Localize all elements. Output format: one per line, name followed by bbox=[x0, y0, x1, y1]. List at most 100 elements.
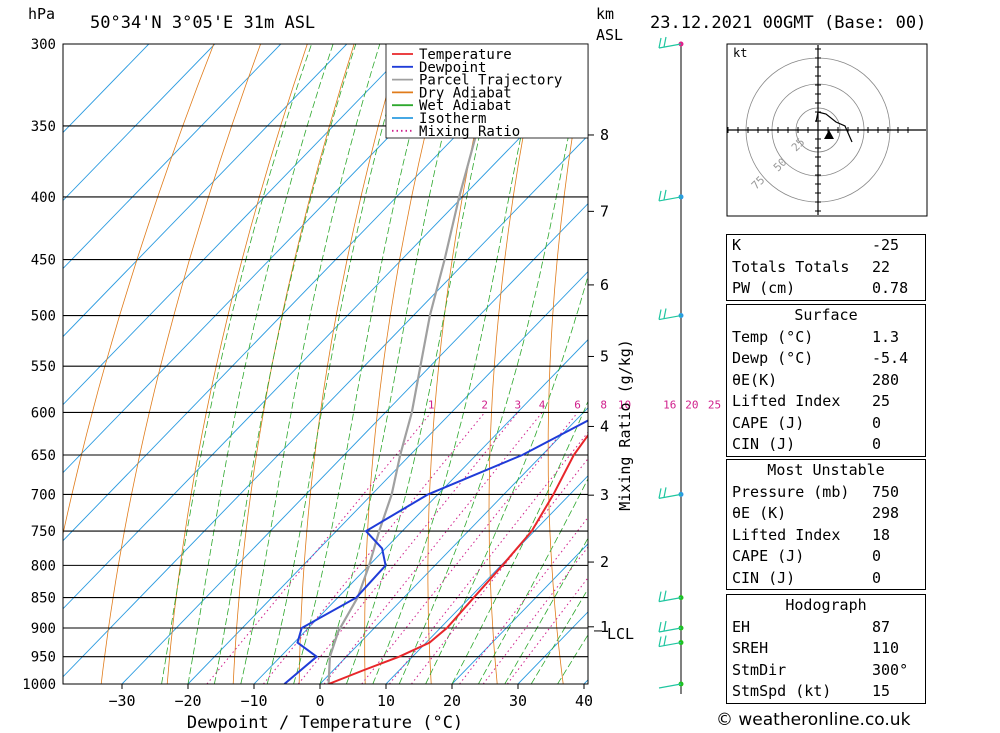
isotherm-line bbox=[187, 270, 588, 684]
mixing-ratio-label: 3 bbox=[514, 398, 521, 411]
temperature-tick-label: −30 bbox=[108, 692, 135, 710]
height-tick-label: 4 bbox=[600, 417, 609, 435]
label: Lifted Index bbox=[732, 525, 841, 544]
dry-adiabat-line bbox=[915, 44, 1000, 684]
pressure-tick-label: 650 bbox=[31, 448, 56, 464]
wind-barb bbox=[658, 597, 682, 603]
plot-frame bbox=[62, 43, 589, 685]
value: 750 bbox=[872, 482, 900, 501]
pressure-tick-label: 450 bbox=[31, 253, 56, 269]
row-lifted-index: Lifted Index 25 bbox=[727, 391, 925, 413]
value: 18 bbox=[872, 525, 891, 544]
height-unit-label: km bbox=[596, 5, 614, 23]
dry-adiabat-line bbox=[661, 44, 695, 684]
mixing-ratio-label: 16 bbox=[663, 398, 676, 411]
wind-barb-flag bbox=[663, 487, 667, 498]
pressure-axis: 300 350 400 450 500 550 600 650 700 750 800 850 900 9… bbox=[22, 37, 56, 693]
mixing-ratio-label: 1 bbox=[428, 398, 435, 411]
height-tick-label: 6 bbox=[600, 276, 609, 294]
value: 300° bbox=[872, 660, 909, 679]
pressure-tick-label: 700 bbox=[31, 487, 56, 503]
isotherm-line bbox=[63, 44, 480, 474]
row-temp: Temp (°C) 1.3 bbox=[727, 327, 925, 349]
mixing-ratio-label: 10 bbox=[618, 398, 631, 411]
location-title: 50°34'N 3°05'E 31m ASL bbox=[90, 13, 315, 33]
x-axis-title: Dewpoint / Temperature (°C) bbox=[187, 713, 463, 733]
row-lifted-index: Lifted Index 18 bbox=[727, 525, 925, 547]
isotherm-line bbox=[63, 44, 216, 202]
row-eh: EH 87 bbox=[727, 617, 925, 639]
wet-adiabat-line bbox=[346, 44, 501, 684]
lcl-label: LCL bbox=[607, 625, 634, 643]
label: Temp (°C) bbox=[732, 327, 814, 346]
wet-adiabat-line bbox=[161, 44, 312, 684]
pressure-tick-label: 550 bbox=[31, 359, 56, 375]
pressure-tick-label: 350 bbox=[31, 119, 56, 135]
height-tick-label: 8 bbox=[600, 126, 609, 144]
legend-label: Dry Adiabat bbox=[419, 85, 512, 101]
wet-adiabat-line bbox=[372, 44, 542, 684]
section-title: Surface bbox=[794, 306, 858, 324]
label: CAPE (J) bbox=[732, 413, 805, 432]
legend-label: Isotherm bbox=[419, 111, 486, 127]
height-axis: 1 2 3 4 5 6 7 8 LCL bbox=[588, 126, 634, 643]
value: 0 bbox=[872, 435, 882, 453]
pressure-tick-label: 1000 bbox=[22, 677, 56, 693]
section-title: Hodograph bbox=[785, 596, 867, 614]
pressure-tick-label: 850 bbox=[31, 591, 56, 607]
wind-barb-flag bbox=[663, 590, 667, 601]
label: Dewp (°C) bbox=[732, 349, 814, 367]
value: 0.78 bbox=[872, 279, 909, 297]
mixing-ratio-axis-title: Mixing Ratio (g/kg) bbox=[616, 339, 634, 511]
datetime-title: 23.12.2021 00GMT (Base: 00) bbox=[650, 13, 926, 33]
row-cape: CAPE (J) 0 bbox=[727, 413, 925, 435]
label: SREH bbox=[732, 639, 769, 657]
label: EH bbox=[732, 617, 751, 636]
wet-adiabat-line bbox=[504, 537, 588, 684]
value: 25 bbox=[872, 392, 891, 410]
legend-label: Parcel Trajectory bbox=[419, 73, 562, 89]
wind-barb-flag bbox=[658, 488, 662, 499]
temperature-tick-label: 20 bbox=[443, 692, 461, 710]
label: Lifted Index bbox=[732, 392, 841, 410]
temperature-tick-label: 40 bbox=[575, 692, 593, 710]
pressure-tick-label: 800 bbox=[31, 558, 56, 574]
section-title: Most Unstable bbox=[767, 461, 885, 479]
row-storm-speed: StmSpd (kt) 15 bbox=[727, 681, 925, 703]
value: 0 bbox=[872, 413, 882, 432]
legend-label: Wet Adiabat bbox=[419, 98, 512, 114]
mixing-ratio-line bbox=[297, 412, 519, 684]
temperature-tick-label: 0 bbox=[315, 692, 324, 710]
plot-area bbox=[63, 44, 1000, 684]
wind-barb bbox=[658, 196, 682, 202]
mixing-ratio-line bbox=[506, 576, 588, 684]
temperature-tick-label: 30 bbox=[509, 692, 527, 710]
label: Totals Totals bbox=[732, 257, 850, 276]
row-pw: PW (cm) 0.78 bbox=[727, 278, 925, 300]
label: θE (K) bbox=[732, 504, 787, 522]
mixing-ratio-label: 2 bbox=[481, 398, 488, 411]
dry-adiabat-line bbox=[547, 44, 588, 684]
pressure-unit-label: hPa bbox=[28, 5, 55, 23]
wind-barb-flag bbox=[663, 620, 667, 632]
label: StmSpd (kt) bbox=[732, 682, 832, 700]
row-cin: CIN (J) 0 bbox=[727, 434, 925, 456]
credit-link[interactable]: © weatheronline.co.uk bbox=[716, 710, 911, 730]
height-tick-label: 7 bbox=[600, 202, 609, 220]
indices-table: K -25 Totals Totals 22 PW (cm) 0.78 bbox=[726, 234, 926, 301]
legend-box bbox=[385, 43, 589, 139]
wet-adiabat-line bbox=[451, 400, 588, 684]
isotherm-line bbox=[63, 44, 150, 134]
dry-adiabat-line bbox=[488, 44, 542, 684]
mixing-ratio-label: 25 bbox=[708, 398, 721, 411]
isotherm-line bbox=[319, 407, 588, 684]
value: 110 bbox=[872, 639, 900, 657]
hodograph-unit-label: kt bbox=[733, 46, 747, 60]
mixing-ratio-label: 20 bbox=[685, 398, 698, 411]
wet-adiabat-line bbox=[398, 44, 588, 684]
wind-barb-flag bbox=[658, 190, 662, 202]
row-theta-e: θE (K) 298 bbox=[727, 503, 925, 525]
isotherm-line bbox=[63, 44, 348, 338]
